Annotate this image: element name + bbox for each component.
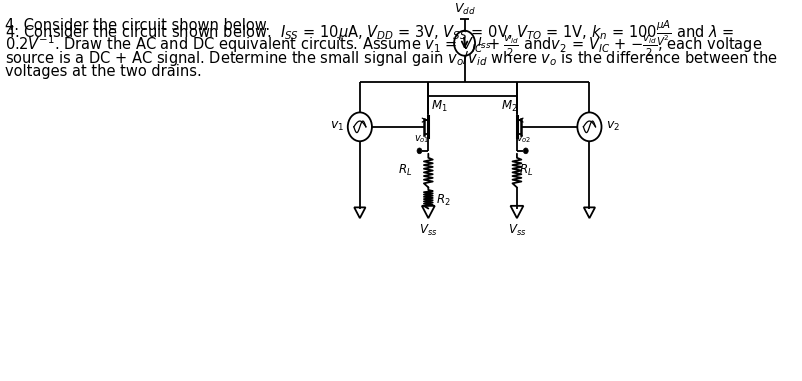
Text: $v_1$: $v_1$ — [329, 120, 343, 133]
Circle shape — [523, 148, 528, 154]
Text: $v_{o2}$: $v_{o2}$ — [515, 133, 530, 145]
Text: 4. Consider the circuit shown below.: 4. Consider the circuit shown below. — [5, 18, 269, 33]
Text: $V_{ss}$: $V_{ss}$ — [507, 223, 525, 238]
Text: source is a DC + AC signal. Determine the small signal gain $v_o$/$v_{id}$ where: source is a DC + AC signal. Determine th… — [5, 49, 776, 68]
Text: $V_{ss}$: $V_{ss}$ — [419, 223, 437, 238]
Text: $M_2$: $M_2$ — [500, 99, 516, 114]
Text: $R_2$: $R_2$ — [435, 193, 451, 208]
Text: 0.2$V^{-1}$. Draw the AC and DC equivalent circuits. Assume $v_1$ = $V_{IC}$ + $: 0.2$V^{-1}$. Draw the AC and DC equivale… — [5, 34, 761, 59]
Text: $V_{dd}$: $V_{dd}$ — [453, 2, 475, 17]
Text: $R_L$: $R_L$ — [519, 163, 533, 178]
Text: $v_{o1}$: $v_{o1}$ — [414, 133, 429, 145]
Text: $R_L$: $R_L$ — [398, 163, 411, 178]
Text: $M_1$: $M_1$ — [430, 99, 447, 114]
Text: $I_{ss}$: $I_{ss}$ — [477, 36, 492, 51]
Text: $v_2$: $v_2$ — [605, 120, 619, 133]
Circle shape — [416, 148, 421, 154]
Text: voltages at the two drains.: voltages at the two drains. — [5, 64, 201, 79]
Text: 4. Consider the circuit shown below.  $I_{SS}$ = 10$\mu$A, $V_{DD}$ = 3V, $V_{SS: 4. Consider the circuit shown below. $I_… — [5, 18, 733, 48]
